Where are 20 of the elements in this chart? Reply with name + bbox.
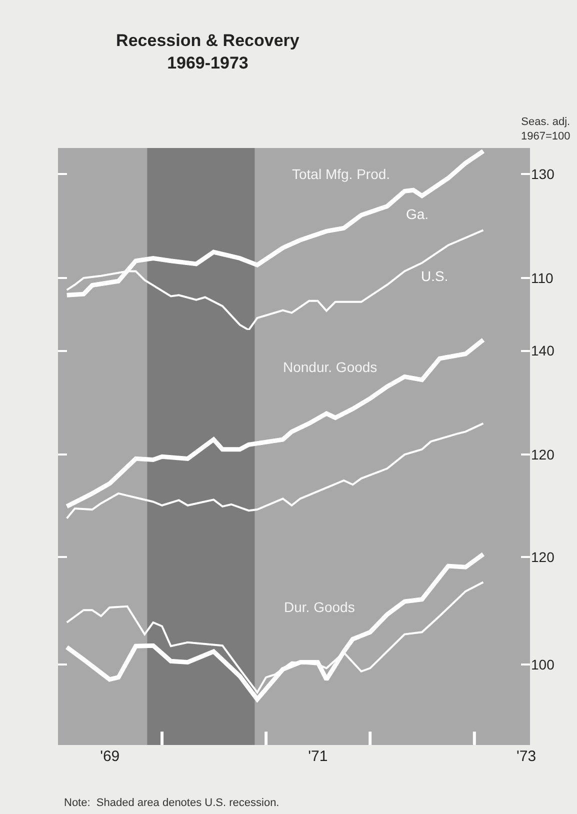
y-axis-title: Seas. adj. 1967=100 <box>521 116 570 142</box>
line-series <box>66 422 484 520</box>
y-tick-label: 120 <box>531 548 555 565</box>
y-tick-label: 120 <box>531 446 555 462</box>
y-tick-label: 100 <box>531 656 555 672</box>
series-label: U.S. <box>421 268 448 284</box>
line-series <box>64 552 486 702</box>
text: Dur. Goods <box>284 599 355 615</box>
text: Total Mfg. Prod. <box>292 166 390 182</box>
x-tick-label: '71 <box>308 748 328 765</box>
line-series <box>64 338 486 509</box>
y-tick-label: 110 <box>531 270 554 286</box>
y-tick-label: 140 <box>531 342 555 359</box>
y-tick-label: 130 <box>531 166 555 182</box>
x-tick-label: '69 <box>100 748 120 765</box>
chart-title: Recession & Recovery 1969-1973 <box>116 31 300 72</box>
text: Nondur. Goods <box>283 359 378 375</box>
series-label: Ga. <box>406 206 429 222</box>
text: Note: Shaded area denotes U.S. recession. <box>64 797 280 809</box>
x-tick-label: '73 <box>516 748 536 765</box>
